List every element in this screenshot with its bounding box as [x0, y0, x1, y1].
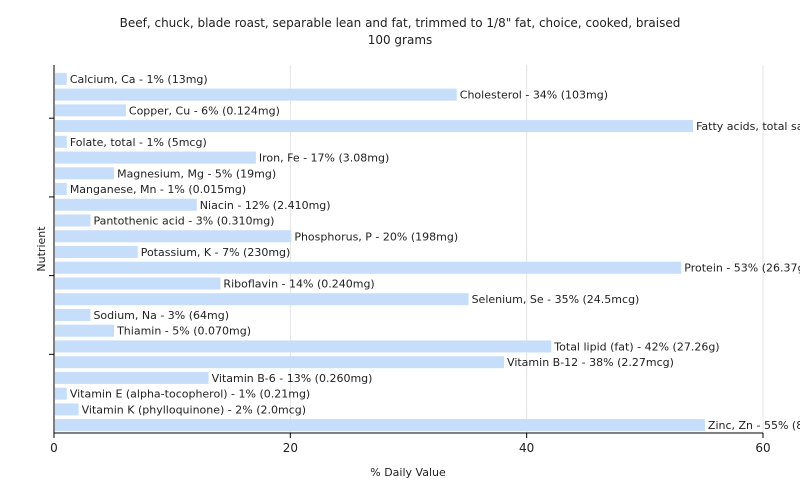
bar	[55, 261, 682, 274]
bar	[55, 246, 138, 258]
bar-label: Sodium, Na - 3% (64mg)	[93, 309, 229, 322]
x-tick-label: 0	[50, 441, 58, 455]
bar	[55, 308, 91, 321]
bar-label: Vitamin B-12 - 38% (2.27mcg)	[507, 356, 674, 369]
bar	[55, 324, 115, 337]
bar-label: Potassium, K - 7% (230mg)	[141, 246, 291, 259]
bar	[55, 293, 469, 306]
bar-label: Copper, Cu - 6% (0.124mg)	[129, 104, 280, 117]
y-axis-title: Nutrient	[35, 226, 48, 272]
bar-label: Cholesterol - 34% (103mg)	[460, 89, 608, 102]
bar-label: Selenium, Se - 35% (24.5mcg)	[472, 293, 640, 306]
x-tick-label: 20	[283, 441, 298, 455]
bar-label: Niacin - 12% (2.410mg)	[200, 199, 331, 212]
bar-label: Folate, total - 1% (5mcg)	[70, 136, 207, 149]
bar-label: Total lipid (fat) - 42% (27.26g)	[553, 340, 719, 353]
bar	[55, 72, 67, 85]
x-tick-label: 40	[519, 441, 534, 455]
bar	[55, 230, 292, 243]
bar	[55, 419, 705, 432]
chart-title: Beef, chuck, blade roast, separable lean…	[120, 16, 681, 30]
chart-subtitle: 100 grams	[368, 33, 433, 47]
bar	[55, 403, 79, 416]
bar-label: Pantothenic acid - 3% (0.310mg)	[93, 215, 274, 228]
bar	[55, 183, 67, 196]
bar-label: Fatty acids, total saturated - 54% (10.8…	[696, 120, 800, 133]
bars-layer: Calcium, Ca - 1% (13mg) Cholesterol - 34%…	[55, 72, 800, 432]
x-tick-label: 60	[755, 441, 770, 455]
bar-label: Phosphorus, P - 20% (198mg)	[294, 230, 458, 243]
bar	[55, 120, 694, 133]
bar	[55, 198, 197, 211]
bar	[55, 387, 67, 400]
x-axis-title: % Daily Value	[370, 466, 446, 479]
axes-layer: 0 20 40 60	[49, 65, 771, 455]
bar-label: Vitamin K (phylloquinone) - 2% (2.0mcg)	[82, 403, 306, 416]
bar	[55, 340, 552, 353]
bar	[55, 356, 505, 369]
bar	[55, 277, 221, 290]
bar-label: Vitamin E (alpha-tocopherol) - 1% (0.21m…	[70, 388, 310, 401]
bar	[55, 135, 67, 148]
bar	[55, 214, 91, 227]
bar-label: Thiamin - 5% (0.070mg)	[116, 325, 251, 338]
bar-label: Magnesium, Mg - 5% (19mg)	[117, 167, 276, 180]
bar	[55, 151, 256, 164]
bar-label: Vitamin B-6 - 13% (0.260mg)	[212, 372, 373, 385]
bar	[55, 104, 126, 117]
bar	[55, 88, 457, 101]
bar	[55, 167, 115, 180]
bar-label: Zinc, Zn - 55% (8.23mg)	[708, 419, 800, 432]
bar-label: Protein - 53% (26.37g)	[684, 262, 800, 275]
bar-label: Manganese, Mn - 1% (0.015mg)	[70, 183, 246, 196]
bar-label: Calcium, Ca - 1% (13mg)	[70, 73, 208, 86]
bar	[55, 371, 209, 384]
bar-label: Riboflavin - 14% (0.240mg)	[223, 277, 374, 290]
bar-label: Iron, Fe - 17% (3.08mg)	[259, 152, 389, 165]
